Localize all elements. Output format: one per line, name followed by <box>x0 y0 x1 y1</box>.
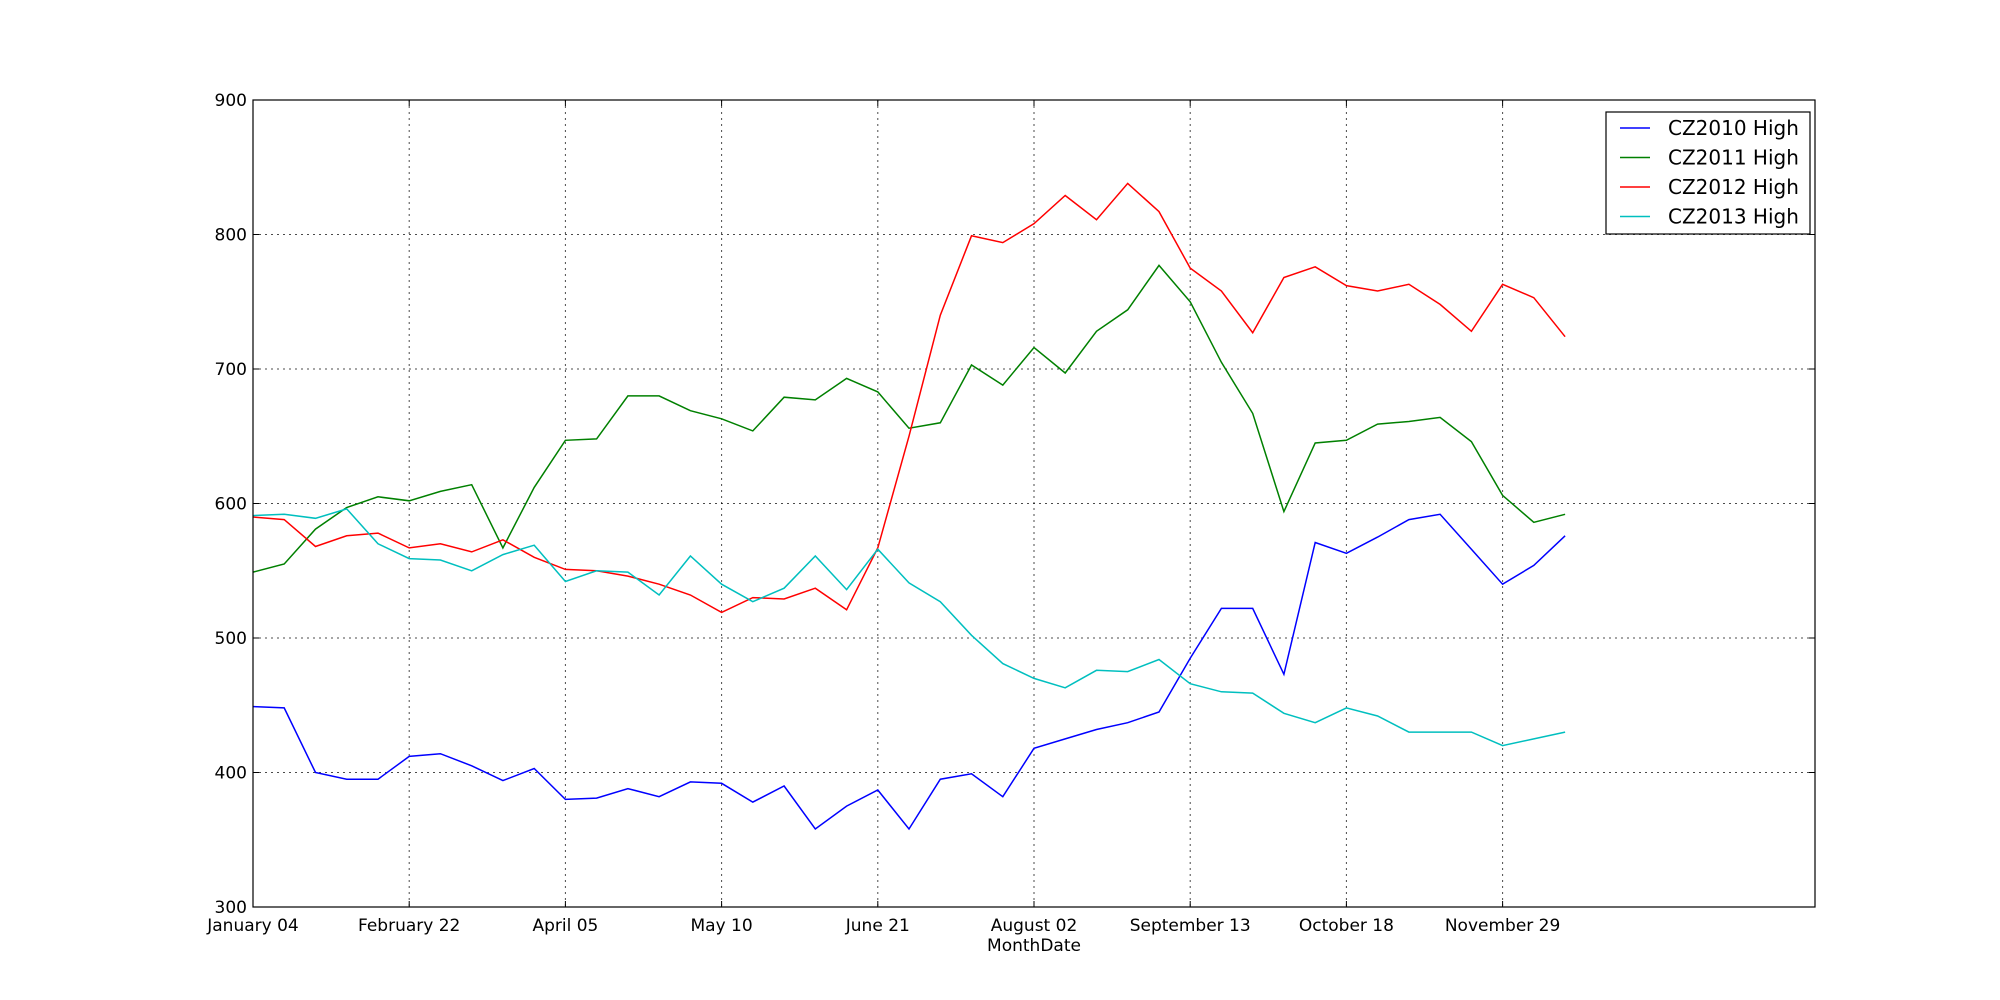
y-tick-label: 500 <box>215 629 247 649</box>
legend-entry-label: CZ2012 High <box>1668 175 1799 199</box>
legend-entry-label: CZ2010 High <box>1668 116 1799 140</box>
x-tick-label: January 04 <box>206 916 298 936</box>
legend-box <box>1605 111 1811 235</box>
series-line-cz2013-high <box>252 508 1566 747</box>
y-tick-label: 800 <box>215 226 247 246</box>
axis-ticks: 300 400 500 600 700 800 900 January 04 February … <box>206 91 1815 936</box>
x-axis-label: MonthDate <box>987 936 1081 956</box>
grid-lines <box>253 100 1815 907</box>
legend: CZ2010 High CZ2011 High CZ2012 High CZ2013 … <box>1605 111 1811 235</box>
y-tick-label: 700 <box>215 360 247 380</box>
series-line-cz2012-high <box>252 182 1566 614</box>
x-tick-label: August 02 <box>991 916 1078 936</box>
x-tick-label: October 18 <box>1299 916 1394 936</box>
y-tick-label: 900 <box>215 91 247 111</box>
x-tick-label: September 13 <box>1130 916 1251 936</box>
legend-entry-label: CZ2013 High <box>1668 205 1799 229</box>
x-tick-label: November 29 <box>1445 916 1560 936</box>
x-tick-label: June 21 <box>845 916 910 936</box>
legend-entry-label: CZ2011 High <box>1668 146 1799 170</box>
y-tick-label: 600 <box>215 495 247 515</box>
series-line-cz2011-high <box>252 264 1566 573</box>
x-tick-label: May 10 <box>691 916 753 936</box>
y-tick-label: 400 <box>215 764 247 784</box>
x-tick-label: April 05 <box>532 916 598 936</box>
series-group <box>252 182 1566 831</box>
x-tick-label: February 22 <box>358 916 460 936</box>
y-tick-label: 300 <box>215 898 247 918</box>
series-line-cz2010-high <box>252 513 1566 831</box>
